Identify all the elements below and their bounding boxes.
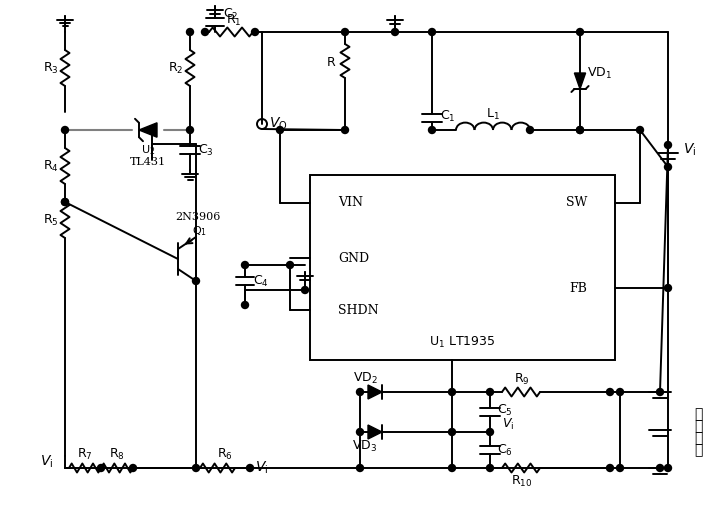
Circle shape xyxy=(97,465,105,471)
Text: $\rm R_4$: $\rm R_4$ xyxy=(43,158,59,174)
Text: $\rm C_1$: $\rm C_1$ xyxy=(440,108,456,123)
Text: $V_{\rm i}$: $V_{\rm i}$ xyxy=(256,460,268,476)
Circle shape xyxy=(357,465,364,471)
Circle shape xyxy=(664,465,672,471)
Text: $\rm Q_1$: $\rm Q_1$ xyxy=(193,224,208,238)
Text: $\rm VD_1$: $\rm VD_1$ xyxy=(588,65,612,81)
Text: $\rm U_2$: $\rm U_2$ xyxy=(141,143,155,157)
Text: 直: 直 xyxy=(694,407,702,421)
Text: VIN: VIN xyxy=(338,196,363,210)
Text: $\rm C_6$: $\rm C_6$ xyxy=(497,443,513,457)
Circle shape xyxy=(246,465,253,471)
Text: $\rm C_2$: $\rm C_2$ xyxy=(223,7,238,22)
Polygon shape xyxy=(368,425,382,439)
Circle shape xyxy=(193,465,200,471)
Text: FB: FB xyxy=(569,282,587,295)
Circle shape xyxy=(616,465,624,471)
Circle shape xyxy=(357,429,364,435)
Circle shape xyxy=(201,28,208,35)
Circle shape xyxy=(606,389,614,395)
Circle shape xyxy=(62,198,69,206)
Text: TL431: TL431 xyxy=(130,157,166,167)
Circle shape xyxy=(576,28,584,35)
Circle shape xyxy=(486,389,493,395)
Text: $\rm R_5$: $\rm R_5$ xyxy=(43,212,59,228)
Text: SW: SW xyxy=(566,196,587,210)
Circle shape xyxy=(251,28,258,35)
Circle shape xyxy=(576,126,584,134)
Circle shape xyxy=(657,389,664,395)
Circle shape xyxy=(486,465,493,471)
Text: $\rm VD_2$: $\rm VD_2$ xyxy=(352,371,377,386)
Text: $\rm C_5$: $\rm C_5$ xyxy=(497,402,513,417)
Bar xyxy=(310,175,615,360)
Text: $\rm R_8$: $\rm R_8$ xyxy=(109,447,125,462)
Polygon shape xyxy=(368,385,382,399)
Text: $\rm C_3$: $\rm C_3$ xyxy=(198,142,214,158)
Text: $\rm L_1$: $\rm L_1$ xyxy=(486,106,500,121)
Circle shape xyxy=(193,278,200,285)
Circle shape xyxy=(286,262,294,268)
Text: $V_{\rm i}$: $V_{\rm i}$ xyxy=(502,416,514,432)
Circle shape xyxy=(448,389,455,395)
Text: $\rm R_2$: $\rm R_2$ xyxy=(168,61,184,76)
Circle shape xyxy=(62,126,69,134)
Circle shape xyxy=(392,28,399,35)
Circle shape xyxy=(241,302,248,308)
Circle shape xyxy=(664,141,672,149)
Text: 源: 源 xyxy=(694,443,702,457)
Circle shape xyxy=(657,465,664,471)
Text: 2N3906: 2N3906 xyxy=(175,212,221,222)
Text: $\rm R_3$: $\rm R_3$ xyxy=(43,61,59,76)
Circle shape xyxy=(637,126,644,134)
Text: $V_{\rm i}$: $V_{\rm i}$ xyxy=(40,454,54,470)
Polygon shape xyxy=(139,123,157,137)
Circle shape xyxy=(241,262,248,268)
Circle shape xyxy=(606,465,614,471)
Text: $\rm R_7$: $\rm R_7$ xyxy=(77,447,93,462)
Polygon shape xyxy=(574,73,586,89)
Circle shape xyxy=(664,285,672,291)
Text: $\rm U_1\ LT1935$: $\rm U_1\ LT1935$ xyxy=(429,335,495,350)
Text: $\rm VD_3$: $\rm VD_3$ xyxy=(352,438,377,453)
Circle shape xyxy=(342,126,349,134)
Circle shape xyxy=(62,198,69,206)
Circle shape xyxy=(448,465,455,471)
Text: GND: GND xyxy=(338,251,369,265)
Circle shape xyxy=(616,389,624,395)
Circle shape xyxy=(357,389,364,395)
Circle shape xyxy=(526,126,533,134)
Text: 流: 流 xyxy=(694,419,702,433)
Text: $\rm R_1$: $\rm R_1$ xyxy=(226,12,242,28)
Text: SHDN: SHDN xyxy=(338,303,379,317)
Circle shape xyxy=(486,429,493,435)
Text: $V_{\rm i}$: $V_{\rm i}$ xyxy=(683,142,697,158)
Text: $\rm R_{10}$: $\rm R_{10}$ xyxy=(511,473,533,488)
Circle shape xyxy=(448,429,455,435)
Circle shape xyxy=(186,126,193,134)
Text: $\rm C_4$: $\rm C_4$ xyxy=(253,273,269,288)
Text: 电: 电 xyxy=(694,431,702,445)
Circle shape xyxy=(576,126,584,134)
Text: $V_{\rm O}$: $V_{\rm O}$ xyxy=(268,116,287,132)
Text: $\rm R_6$: $\rm R_6$ xyxy=(217,447,233,462)
Text: $\rm R_9$: $\rm R_9$ xyxy=(514,372,530,387)
Circle shape xyxy=(664,163,672,171)
Circle shape xyxy=(186,28,193,35)
Circle shape xyxy=(428,28,435,35)
Circle shape xyxy=(130,465,137,471)
Circle shape xyxy=(276,126,284,134)
Text: $\rm R$: $\rm R$ xyxy=(326,56,337,68)
Circle shape xyxy=(342,28,349,35)
Circle shape xyxy=(301,286,309,293)
Circle shape xyxy=(428,126,435,134)
